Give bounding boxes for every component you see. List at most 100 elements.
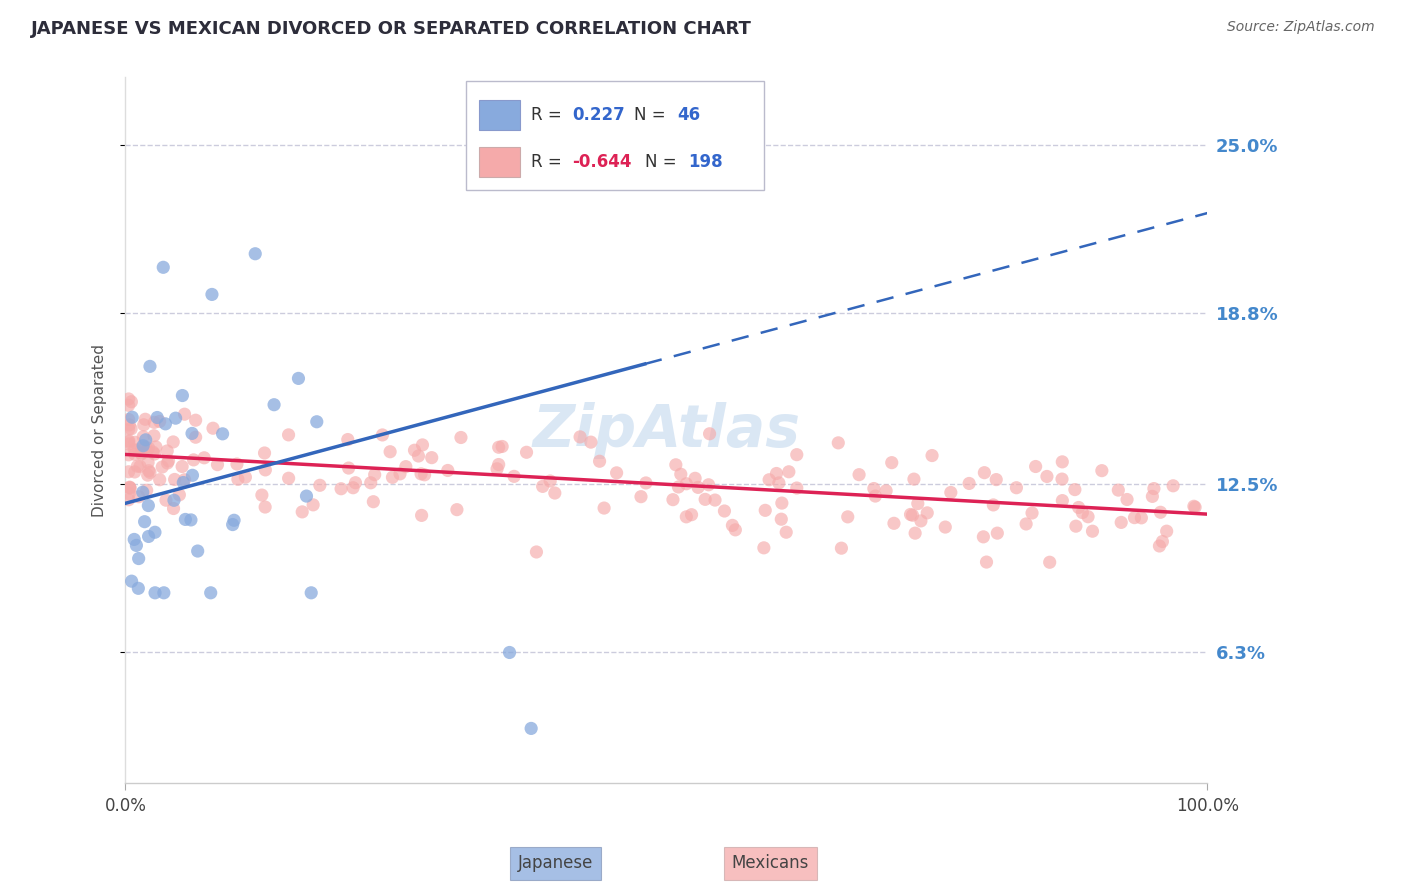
Point (363, 467, 385, 482)
Point (136, 455, 159, 469)
Point (187, 544, 209, 558)
Point (503, 469, 526, 483)
Point (120, 394, 142, 409)
Text: R =: R = (531, 106, 567, 124)
Y-axis label: Divorced or Separated: Divorced or Separated (93, 343, 107, 516)
Point (381, 470, 404, 484)
Point (183, 453, 205, 467)
Point (117, 412, 139, 426)
Point (713, 504, 735, 518)
Point (174, 512, 197, 526)
Point (697, 477, 720, 491)
Text: JAPANESE VS MEXICAN DIVORCED OR SEPARATED CORRELATION CHART: JAPANESE VS MEXICAN DIVORCED OR SEPARATE… (31, 20, 752, 37)
Point (538, 474, 561, 488)
Point (128, 442, 150, 457)
Point (221, 517, 243, 532)
Point (531, 479, 554, 493)
Point (254, 500, 277, 514)
Point (302, 498, 325, 512)
Point (117, 448, 139, 462)
Point (579, 435, 602, 450)
Point (118, 434, 141, 448)
Point (165, 411, 187, 425)
Point (683, 471, 706, 485)
Point (149, 414, 172, 428)
Point (193, 450, 215, 465)
Point (875, 483, 897, 498)
FancyBboxPatch shape (479, 100, 520, 129)
Point (132, 430, 155, 444)
Point (136, 444, 159, 458)
Point (695, 492, 717, 507)
Point (131, 447, 153, 461)
Point (408, 449, 430, 463)
Text: N =: N = (634, 106, 671, 124)
Point (122, 533, 145, 547)
Point (330, 482, 353, 496)
Point (201, 287, 224, 301)
Point (162, 434, 184, 449)
Point (1184, 500, 1206, 515)
Point (211, 426, 233, 441)
Point (1015, 516, 1038, 531)
Point (124, 447, 146, 461)
Point (344, 475, 367, 490)
Point (163, 473, 186, 487)
Point (900, 508, 922, 522)
Point (1149, 539, 1171, 553)
Point (145, 440, 167, 454)
Point (1052, 493, 1074, 508)
Point (1025, 459, 1047, 474)
Point (180, 513, 202, 527)
Point (411, 438, 433, 452)
Point (526, 545, 548, 559)
Point (360, 475, 382, 490)
Point (606, 466, 628, 480)
Point (754, 503, 776, 517)
Point (1156, 524, 1178, 538)
Point (342, 481, 364, 495)
Point (127, 582, 149, 596)
Point (588, 454, 610, 468)
Point (118, 417, 141, 432)
Point (681, 508, 703, 522)
Point (721, 518, 744, 533)
Point (181, 468, 204, 483)
Point (724, 523, 747, 537)
Point (883, 516, 905, 531)
Point (515, 445, 537, 459)
Point (245, 246, 267, 260)
Point (263, 398, 285, 412)
Point (138, 441, 160, 455)
Point (675, 509, 697, 524)
Point (1039, 555, 1062, 569)
Point (770, 512, 793, 526)
Point (277, 471, 299, 485)
Point (172, 459, 194, 474)
Point (184, 413, 207, 427)
Point (138, 529, 160, 543)
Point (150, 460, 173, 475)
Point (136, 468, 159, 483)
Point (569, 430, 592, 444)
Point (142, 445, 165, 459)
Point (305, 415, 328, 429)
Point (172, 388, 194, 402)
Point (155, 493, 177, 508)
Point (668, 480, 690, 494)
Point (837, 509, 859, 524)
Point (1143, 482, 1166, 496)
Point (901, 508, 924, 523)
Point (181, 426, 204, 441)
Point (1067, 500, 1090, 515)
Point (1050, 472, 1073, 486)
Point (488, 440, 510, 454)
Point (669, 467, 692, 482)
Point (120, 481, 142, 495)
Point (686, 480, 709, 494)
Point (1077, 509, 1099, 524)
Point (630, 490, 652, 504)
Point (934, 520, 956, 534)
Point (226, 472, 249, 486)
Text: 198: 198 (688, 153, 723, 171)
